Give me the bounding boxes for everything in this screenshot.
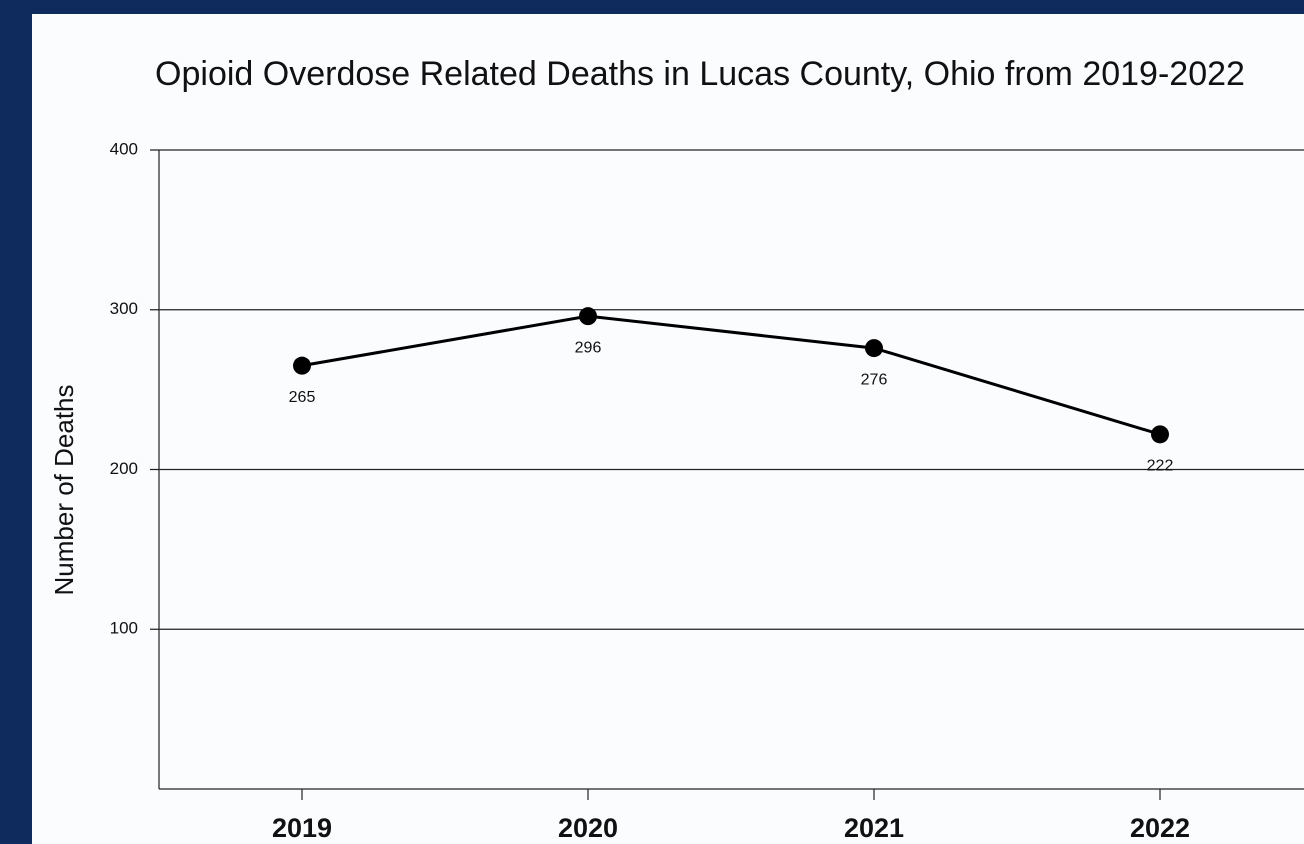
point (1151, 425, 1169, 444)
data-label: 276 (861, 371, 888, 388)
x-tick-label: 2022 (1130, 813, 1190, 843)
point (293, 356, 311, 375)
x-tick-label: 2019 (272, 813, 332, 843)
panel (32, 14, 1304, 844)
y-tick-label: 400 (110, 139, 138, 158)
chart-title: Opioid Overdose Related Deaths in Lucas … (155, 55, 1245, 93)
data-label: 265 (289, 389, 316, 406)
data-label: 296 (575, 339, 602, 356)
y-tick-label: 200 (110, 459, 138, 478)
y-axis-label: Number of Deaths (49, 385, 79, 596)
x-tick-label: 2021 (844, 813, 904, 843)
point (579, 307, 597, 326)
data-label: 222 (1147, 458, 1174, 475)
y-tick-label: 300 (110, 299, 138, 318)
line (301, 314, 1161, 436)
point (865, 339, 883, 358)
y-tick-label: 100 (110, 619, 138, 638)
x-tick-label: 2020 (558, 813, 618, 843)
